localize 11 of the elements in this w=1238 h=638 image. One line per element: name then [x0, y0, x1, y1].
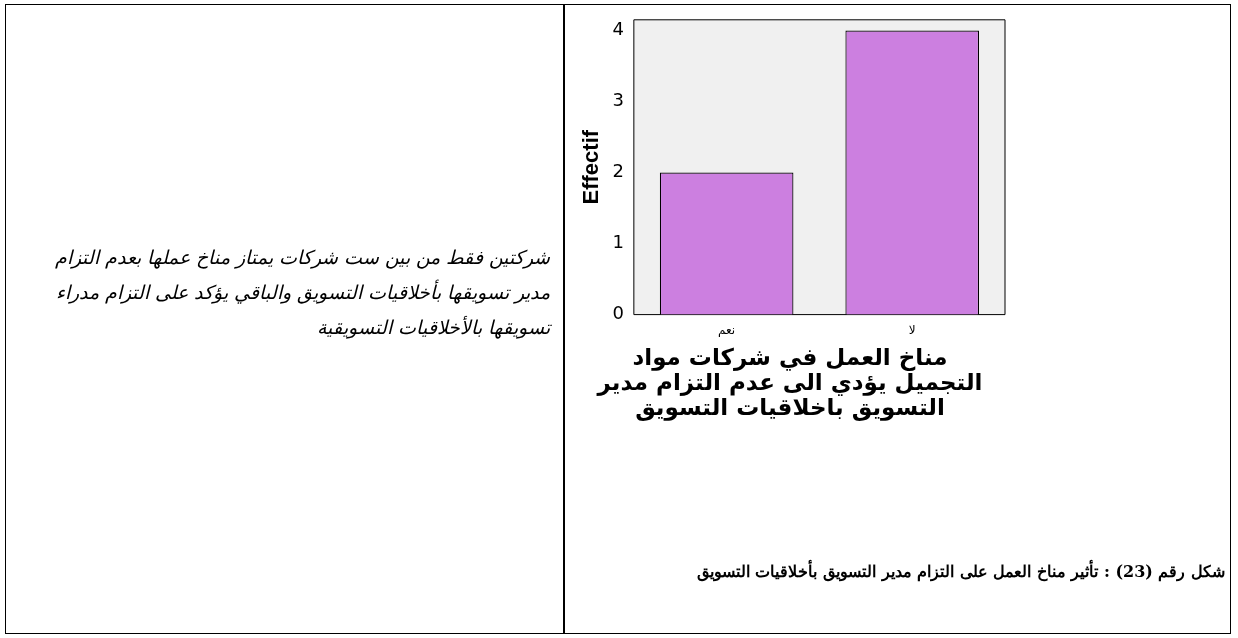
y-tick-label: 1 — [612, 231, 624, 253]
y-tick-label: 2 — [612, 160, 624, 182]
x-axis-title: مناخ العمل في شركات مواد التجميل يؤدي الى عدم التزام مدير التسويق باخلاقيات التسويق — [595, 344, 984, 420]
x-tick-label: لا — [908, 322, 916, 337]
text: شكل رقم (23) : تأثير مناخ العمل على التزام مدير التسويق بأخلاقيات التسويق — [695, 559, 1225, 584]
y-tick-label: 0 — [612, 302, 624, 324]
x-tick-label: نعم — [718, 322, 736, 337]
y-tick-label: 3 — [612, 89, 624, 111]
y-tick-label: 4 — [612, 18, 624, 40]
y-axis-title: Effectif — [578, 129, 604, 205]
text: شركتين فقط من بين ست شركات يمتاز مناخ عملها بعدم التزام مدير تسويقها بأخلاقيات التسويق والباقي يؤكد على التزام مدراء تسويقها بالأخلاقيات التسويقية — [53, 245, 550, 341]
